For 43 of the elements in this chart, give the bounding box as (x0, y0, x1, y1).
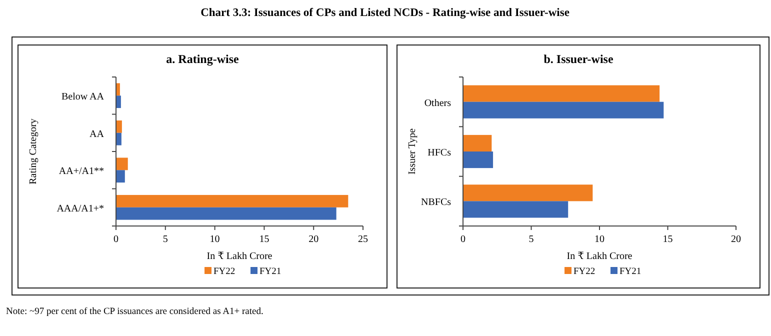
bar (463, 102, 664, 118)
x-tick-label: 10 (594, 234, 604, 245)
chart-title: a. Rating-wise (166, 52, 240, 66)
x-tick-label: 5 (528, 234, 534, 245)
x-tick-label: 10 (210, 234, 220, 245)
bar (116, 96, 121, 108)
y-tick-label: NBFCs (420, 197, 452, 208)
x-tick-label: 0 (460, 234, 466, 245)
caption: Chart 3.3: Issuances of CPs and Listed NCDs - Rating-wise and Issuer-wise (200, 7, 570, 19)
bar (116, 120, 122, 133)
bar (463, 134, 492, 152)
x-tick-label: 0 (114, 234, 118, 245)
x-tick-label: 15 (259, 234, 270, 245)
legend-label: FY21 (620, 267, 642, 277)
x-tick-label: 15 (662, 234, 673, 245)
y-tick-label: AA+/A1** (58, 166, 104, 178)
legend-label: FY21 (260, 267, 282, 277)
legend-label: FY22 (214, 267, 236, 277)
x-tick-label: 20 (308, 234, 319, 245)
chart-title: b. Issuer-wise (544, 52, 614, 66)
bar (116, 170, 125, 183)
y-tick-label: AA (90, 128, 105, 140)
bar (463, 85, 660, 102)
x-tick-label: 25 (358, 234, 368, 245)
y-axis-title: Issuer Type (407, 128, 418, 175)
y-tick-label: HFCs (428, 148, 452, 158)
bar (463, 201, 568, 218)
y-tick-label: Below AA (62, 92, 105, 103)
bar (116, 158, 128, 170)
legend-label: FY22 (574, 267, 596, 277)
y-axis-title: Rating Category (28, 118, 39, 184)
text: Note: ~97 per cent of the CP issuances are considered as A1+ rated. (6, 307, 264, 317)
bar (116, 194, 348, 208)
bar (463, 152, 494, 168)
x-axis-title: In ₹ Lakh Crore (206, 251, 273, 262)
bar (116, 207, 336, 220)
y-tick-label: AAA/A1+* (56, 203, 104, 214)
bar (116, 132, 122, 146)
x-axis-title: In ₹ Lakh Crore (566, 251, 633, 262)
x-tick-label: 20 (731, 234, 741, 245)
bar (463, 184, 593, 202)
y-tick-label: Others (424, 98, 452, 109)
x-tick-label: 5 (162, 234, 168, 245)
